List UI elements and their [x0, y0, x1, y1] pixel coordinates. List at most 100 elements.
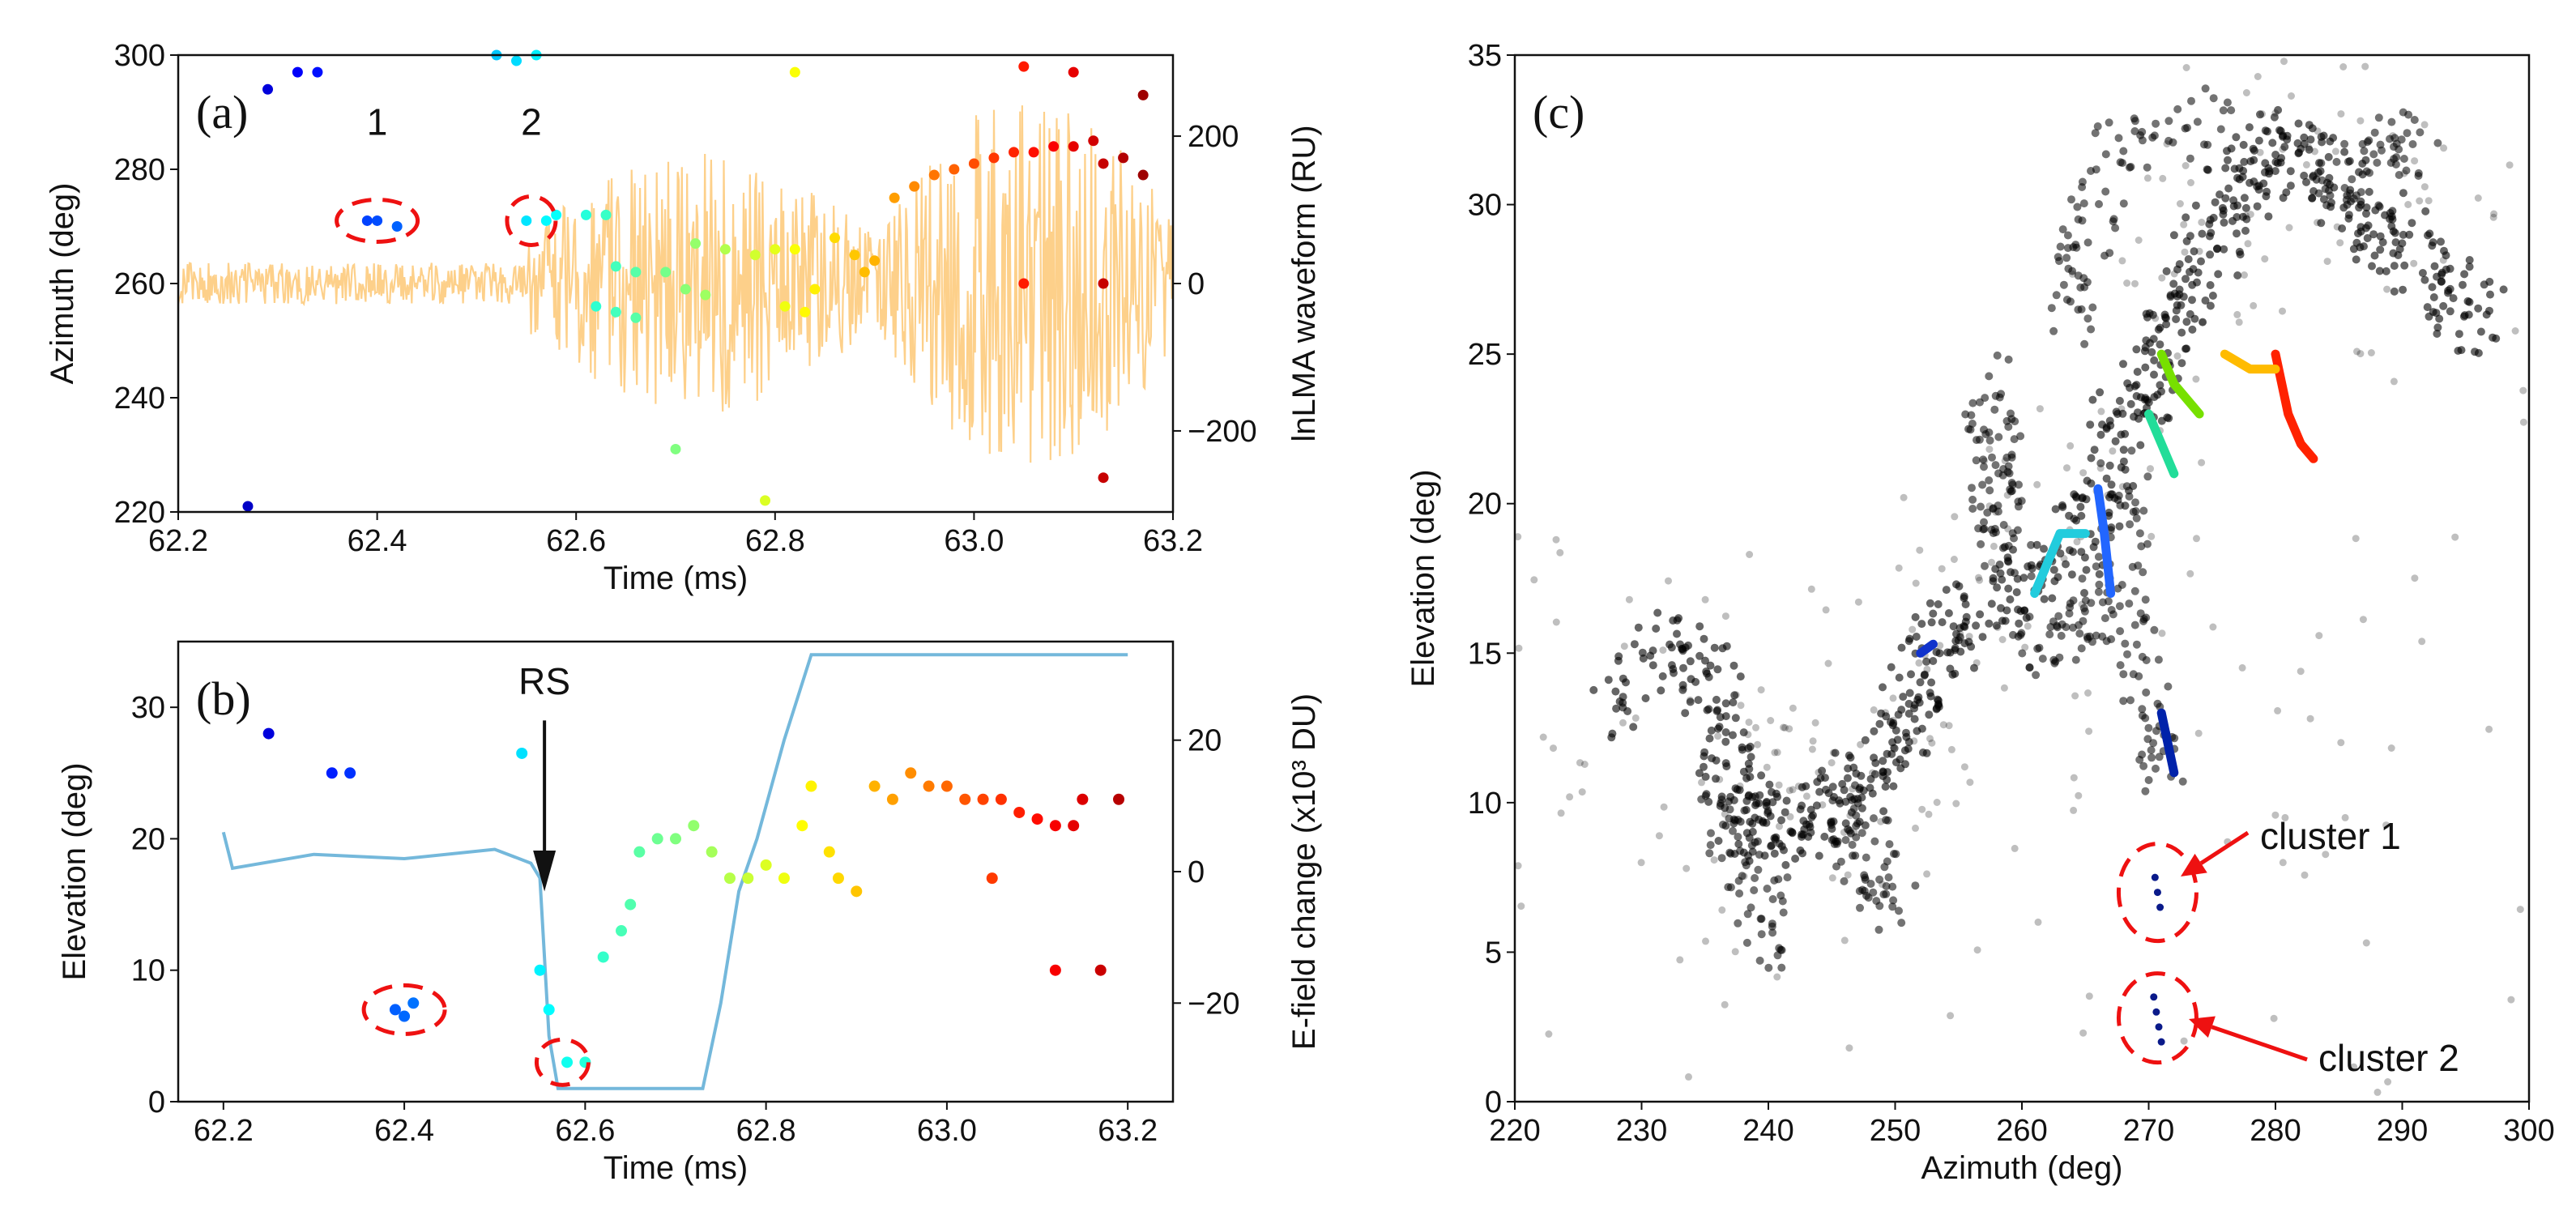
panel-c-source-point — [2002, 606, 2011, 615]
panel-c-source-point — [2074, 215, 2083, 224]
panel-c-source-point — [2507, 996, 2515, 1004]
panel-c-source-point — [2147, 746, 2156, 754]
panel-a-point — [630, 267, 642, 278]
panel-b-y2-ticks: −20 0 20 — [1173, 724, 1239, 1021]
panel-c-source-point — [2118, 405, 2126, 413]
panel-c-source-point — [1782, 796, 1791, 805]
panel-c-source-point — [1764, 963, 1773, 972]
panel-c-source-point — [1719, 821, 1727, 829]
panel-c-source-point — [1966, 778, 1974, 787]
panel-c-source-point — [1828, 874, 1836, 882]
panel-c-source-point — [1869, 769, 1876, 777]
panel-c-source-point — [1985, 486, 1994, 495]
panel-c-source-point — [2249, 144, 2258, 153]
panel-c-source-point — [2242, 215, 2251, 224]
panel-c-source-point — [2074, 271, 2083, 280]
panel-c-source-point — [2119, 446, 2128, 454]
panel-c-source-point — [1686, 697, 1695, 706]
panel-c-source-point — [2150, 370, 2158, 379]
panel-b-point — [561, 1056, 574, 1068]
panel-c-source-point — [2389, 132, 2397, 140]
panel-c-source-point — [1929, 657, 1938, 665]
panel-c-source-point — [2340, 139, 2349, 148]
panel-c-source-point — [2465, 262, 2474, 271]
panel-c-source-point — [2095, 580, 2104, 589]
panel-c-source-point — [2163, 413, 2172, 422]
panel-c-source-point — [1905, 634, 1914, 643]
panel-c-source-point — [1979, 455, 1988, 464]
panel-c-source-point — [2119, 697, 2128, 706]
panel-c-source-point — [1979, 525, 1988, 534]
panel-c-cluster1-arrow-shaft — [2199, 830, 2250, 865]
panel-c-source-point — [2062, 296, 2071, 304]
panel-c-source-point — [1718, 906, 1726, 914]
panel-c-source-point — [2403, 129, 2412, 138]
panel-c-source-point — [2370, 128, 2379, 137]
panel-c-source-point — [1987, 525, 1996, 534]
panel-c-source-point — [2161, 313, 2169, 322]
panel-c-leader-segment — [2220, 349, 2280, 374]
panel-c-source-point — [2143, 472, 2152, 481]
panel-c-source-point — [2341, 813, 2349, 821]
panel-c-source-point — [1721, 699, 1730, 708]
panel-c-cluster-point — [2156, 903, 2164, 911]
panel-a-point — [1048, 141, 1060, 152]
panel-c-source-point — [1912, 824, 1919, 832]
panel-a-point — [719, 244, 731, 255]
panel-c-source-point — [2182, 64, 2190, 71]
panel-c-source-point — [2131, 279, 2139, 288]
panel-c-source-point — [2286, 167, 2295, 176]
panel-c-source-point — [2054, 253, 2062, 262]
panel-c-source-point — [2111, 437, 2120, 446]
panel-c-source-point — [2191, 201, 2200, 210]
panel-c-source-point — [2340, 184, 2349, 192]
panel-c-source-point — [2232, 133, 2241, 142]
panel-a-annotation-1: 1 — [367, 101, 388, 143]
panel-c-source-point — [1926, 692, 1935, 701]
panel-c-source-point — [1658, 672, 1667, 680]
panel-a-point — [391, 221, 403, 232]
panel-c-cluster-point — [2153, 889, 2161, 897]
panel-c-source-point — [2301, 871, 2309, 879]
panel-c-source-point — [1763, 763, 1771, 771]
panel-c-source-point — [2361, 156, 2370, 164]
panel-c-source-point — [2264, 212, 2273, 221]
panel-c-source-point — [1852, 770, 1861, 778]
panel-c-source-point — [2070, 774, 2078, 782]
panel-c-source-point — [1756, 915, 1765, 923]
panel-c-source-point — [1701, 656, 1709, 665]
panel-c-source-point — [2075, 791, 2083, 800]
panel-c-source-point — [2015, 619, 2024, 628]
panel-c-source-point — [2411, 157, 2419, 165]
panel-c-source-point — [2397, 135, 2406, 144]
panel-c-source-point — [2085, 992, 2093, 1000]
panel-c-source-point — [2180, 220, 2188, 228]
panel-a-point — [591, 301, 602, 312]
panel-c-source-point — [2106, 421, 2115, 430]
panel-a-xtick-label-3: 62.8 — [745, 524, 805, 558]
panel-c-source-point — [2132, 514, 2141, 522]
panel-a-point — [551, 209, 562, 220]
panel-b-point — [823, 846, 835, 858]
panel-c-source-point — [2440, 246, 2448, 255]
panel-c-source-point — [2256, 110, 2264, 119]
panel-c-source-point — [1712, 695, 1721, 704]
panel-a-point — [779, 301, 791, 312]
panel-c-source-point — [2070, 806, 2078, 814]
panel-a-point — [928, 169, 940, 181]
panel-c-source-point — [2474, 194, 2482, 202]
panel-c-cluster-point — [2157, 1038, 2165, 1046]
panel-c-source-point — [2069, 623, 2077, 632]
panel-c-source-point — [2408, 219, 2416, 228]
panel-c-source-point — [2214, 270, 2223, 279]
panel-c-source-point — [1781, 808, 1789, 817]
panel-c-source-point — [1899, 693, 1908, 702]
panel-c-source-point — [2280, 58, 2288, 66]
panel-c-source-point — [2373, 158, 2382, 167]
panel-c-source-point — [1895, 564, 1903, 572]
panel-c-source-point — [1912, 579, 1920, 587]
panel-c-source-point — [1786, 827, 1795, 836]
panel-c-source-point — [1975, 574, 1982, 582]
panel-c-source-point — [2133, 368, 2142, 376]
panel-c-source-point — [1714, 837, 1723, 845]
